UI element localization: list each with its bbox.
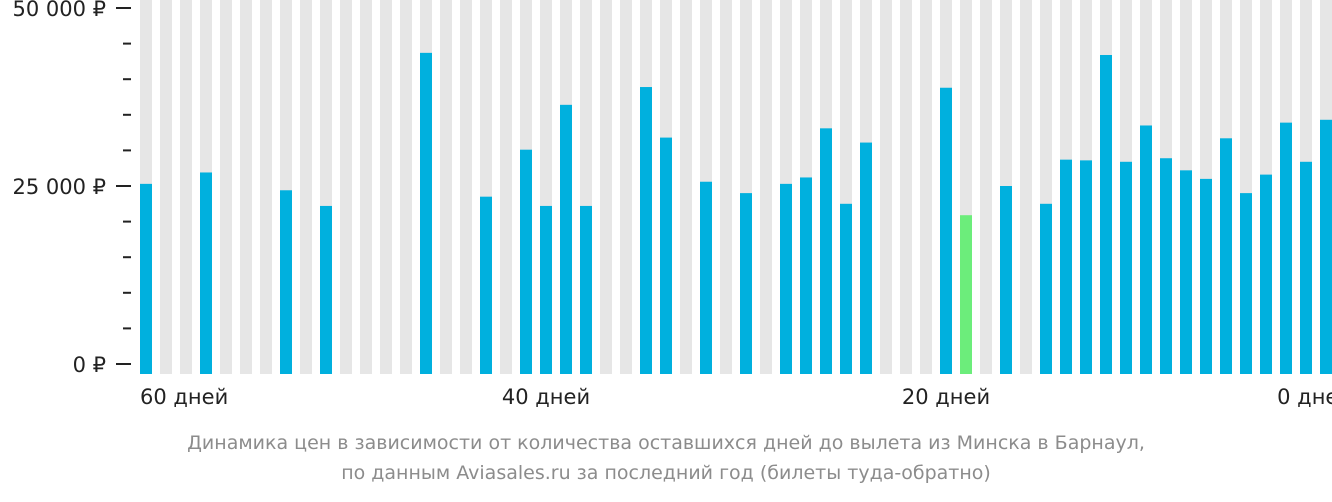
background-column <box>980 0 992 374</box>
background-column <box>880 0 892 374</box>
background-column <box>260 0 272 374</box>
price-bar <box>140 183 152 374</box>
background-columns <box>140 0 1332 374</box>
price-bar <box>640 87 652 375</box>
price-bar <box>1220 138 1232 374</box>
background-column <box>300 0 312 374</box>
price-bar <box>1280 122 1292 375</box>
price-bar <box>1240 193 1252 374</box>
y-tick-label: 0 ₽ <box>73 353 106 377</box>
background-column <box>180 0 192 374</box>
caption-line-2: по данным Aviasales.ru за последний год … <box>341 462 991 484</box>
price-bar <box>200 172 212 374</box>
price-bar <box>1140 125 1152 374</box>
price-chart: 50 000 ₽ 25 000 ₽ 0 ₽ 60 дней 40 дней 20 дне… <box>12 0 1332 409</box>
price-bar <box>1040 203 1052 374</box>
background-column <box>900 0 912 374</box>
x-tick-label: 20 дней <box>902 385 990 409</box>
x-axis: 60 дней 40 дней 20 дней 0 дней <box>140 385 1332 409</box>
background-column <box>620 0 632 374</box>
background-column <box>920 0 932 374</box>
price-bar <box>700 181 712 374</box>
price-bar <box>580 205 592 374</box>
background-column <box>240 0 252 374</box>
background-column <box>220 0 232 374</box>
price-bar <box>820 128 832 374</box>
price-bar <box>940 87 952 374</box>
price-bar <box>800 177 812 374</box>
price-bar <box>780 183 792 374</box>
price-bar-cheapest <box>960 215 972 374</box>
background-column <box>360 0 372 374</box>
y-axis: 50 000 ₽ 25 000 ₽ 0 ₽ <box>12 0 131 377</box>
y-tick-label: 50 000 ₽ <box>12 0 106 21</box>
background-column <box>720 0 732 374</box>
price-bar <box>540 205 552 374</box>
price-bar <box>1100 54 1112 374</box>
price-bar <box>560 104 572 374</box>
price-bar <box>480 196 492 374</box>
background-column <box>160 0 172 374</box>
price-bar <box>1300 161 1312 374</box>
background-column <box>400 0 412 374</box>
price-bar <box>1000 186 1012 374</box>
price-bar <box>840 203 852 374</box>
background-column <box>600 0 612 374</box>
background-column <box>380 0 392 374</box>
background-column <box>500 0 512 374</box>
price-bar <box>280 190 292 374</box>
price-bar <box>660 137 672 374</box>
background-column <box>460 0 472 374</box>
price-bar <box>860 142 872 374</box>
price-bar <box>1080 160 1092 374</box>
background-column <box>1020 0 1032 374</box>
price-bar <box>740 193 752 374</box>
background-column <box>680 0 692 374</box>
price-bar <box>1060 159 1072 374</box>
x-tick-label: 60 дней <box>140 385 228 409</box>
background-column <box>340 0 352 374</box>
price-bar <box>1200 178 1212 374</box>
y-tick-label: 25 000 ₽ <box>12 175 106 199</box>
x-tick-label: 0 дней <box>1277 385 1332 409</box>
price-bar <box>1180 170 1192 374</box>
background-column <box>440 0 452 374</box>
price-bar <box>1160 158 1172 374</box>
price-bar <box>320 205 332 374</box>
x-tick-label: 40 дней <box>502 385 590 409</box>
background-column <box>760 0 772 374</box>
price-bars <box>140 52 1332 375</box>
price-bar <box>1120 161 1132 374</box>
price-bar <box>1260 174 1272 374</box>
price-bar <box>520 149 532 374</box>
price-bar <box>420 52 432 375</box>
caption-line-1: Динамика цен в зависимости от количества… <box>187 432 1145 454</box>
price-bar <box>1320 119 1332 374</box>
